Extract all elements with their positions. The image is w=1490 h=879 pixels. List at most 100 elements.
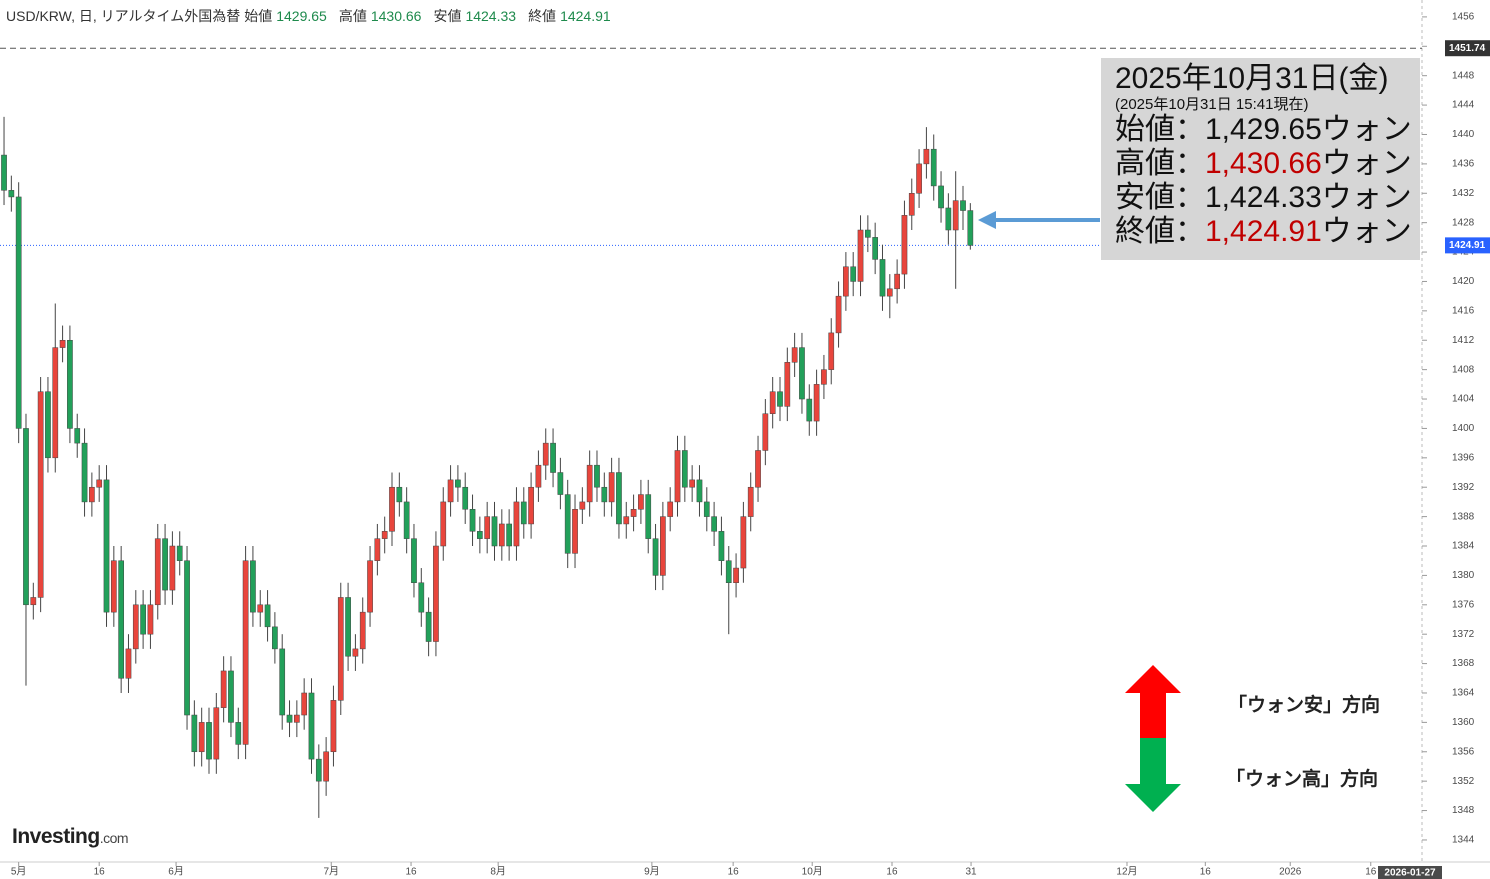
candle-body (952, 200, 959, 231)
candle-body (506, 523, 512, 547)
annotation-date: 2025年10月31日(金) (1115, 62, 1389, 95)
annotation-row: 始値：1,429.65ウォン (1115, 113, 1420, 147)
y-tick-label: 1388 (1452, 511, 1475, 522)
candle-body (1, 154, 7, 191)
x-tick-label: 16 (94, 867, 106, 878)
candle-body (323, 751, 329, 782)
candle-body (367, 560, 373, 613)
candle-body (264, 604, 271, 628)
x-tick-label: 16 (405, 867, 417, 878)
candle-body (447, 479, 454, 503)
candle-body (191, 714, 198, 753)
x-tick-label: 10月 (802, 866, 823, 878)
annotation-unit: ウォン (1321, 181, 1412, 214)
candle-body (403, 501, 410, 539)
symbol-title: USD/KRW, 日, リアルタイム外国為替 (6, 8, 241, 24)
candle-body (528, 486, 534, 525)
candle-body (828, 332, 835, 370)
candle-body (711, 516, 717, 532)
candle-body (45, 391, 51, 459)
candle-body (440, 501, 447, 547)
candle-body (652, 538, 659, 576)
annotation-value: 1,424.33 (1205, 181, 1322, 214)
candle-body (557, 472, 564, 495)
candle-body (938, 185, 944, 209)
header-value: 1430.66 (370, 8, 422, 24)
candle-body (908, 193, 915, 216)
candle-body (147, 604, 154, 635)
header-label: 終値 (528, 8, 557, 24)
candle-body (118, 560, 125, 679)
candle-body (703, 501, 710, 517)
x-tick-label: 6月 (168, 866, 184, 878)
annotation-value: 1,429.65 (1205, 113, 1322, 146)
candle-body (272, 626, 278, 650)
candle-body (15, 196, 22, 429)
logo-name: Investing (12, 825, 100, 848)
candle-body (725, 560, 732, 584)
down-arrow (1125, 738, 1181, 812)
x-tick-label: 8月 (490, 866, 506, 878)
y-tick-label: 1448 (1452, 70, 1475, 81)
candle-body (923, 148, 930, 165)
y-tick-label: 1352 (1452, 776, 1475, 787)
candle-body (389, 486, 395, 532)
y-tick-label: 1344 (1452, 835, 1475, 846)
pointer-arrow-head (978, 211, 996, 229)
candle-body (740, 516, 747, 569)
annotation-row: 安値：1,424.33ウォン (1115, 181, 1420, 215)
candle-body (879, 259, 886, 297)
candle-body (960, 200, 966, 211)
annotation-row: 高値：1,430.66ウォン (1115, 147, 1420, 181)
candle-body (67, 339, 73, 429)
candle-body (220, 670, 227, 708)
header: USD/KRW, 日, リアルタイム外国為替 始値 1429.65 高値 1430.66… (6, 6, 623, 26)
candle-body (491, 516, 498, 547)
candle-body (433, 545, 439, 642)
reference-label: 1451.74 (1449, 43, 1486, 54)
candle-body (513, 501, 520, 547)
legend-down: 「ウォン高」方向 (1226, 769, 1379, 790)
y-tick-label: 1440 (1452, 129, 1475, 140)
y-tick-label: 1356 (1452, 746, 1475, 757)
annotation-value: 1,430.66 (1205, 147, 1322, 180)
candle-body (857, 229, 864, 282)
candle-body (945, 207, 952, 231)
x-tick-label: 16 (1365, 867, 1377, 878)
y-tick-label: 1384 (1452, 541, 1475, 552)
candle-body (894, 273, 900, 290)
candle-body (564, 494, 571, 554)
candle-body (674, 450, 681, 503)
candle-body (103, 479, 110, 613)
candle-body (345, 597, 351, 657)
candle-body (821, 369, 827, 385)
candle-body (733, 567, 739, 584)
reference-label-box (1445, 40, 1490, 57)
candle-body (352, 648, 359, 657)
y-tick-label: 1372 (1452, 629, 1475, 640)
candle-body (681, 450, 688, 488)
candle-body (791, 347, 798, 363)
logo: Investing.com (12, 825, 129, 849)
candle-body (279, 648, 286, 716)
candle-body (967, 210, 974, 246)
y-tick-label: 1348 (1452, 805, 1475, 816)
candle-body (381, 531, 388, 539)
candle-body (542, 442, 549, 466)
candle-body (850, 266, 857, 282)
logo-suffix: .com (99, 830, 129, 846)
x-tick-label: 16 (886, 867, 898, 878)
candle-body (330, 700, 337, 753)
legend-up: 「ウォン安」方向 (1228, 695, 1381, 716)
candle-body (689, 479, 695, 488)
candle-body (198, 722, 205, 753)
x-tick-label: 7月 (323, 866, 339, 878)
candle-body (718, 531, 725, 561)
candle-body (206, 722, 212, 760)
candle-body (140, 604, 146, 635)
candle-body (484, 516, 491, 539)
candle-body (601, 486, 608, 503)
candle-body (586, 464, 593, 503)
